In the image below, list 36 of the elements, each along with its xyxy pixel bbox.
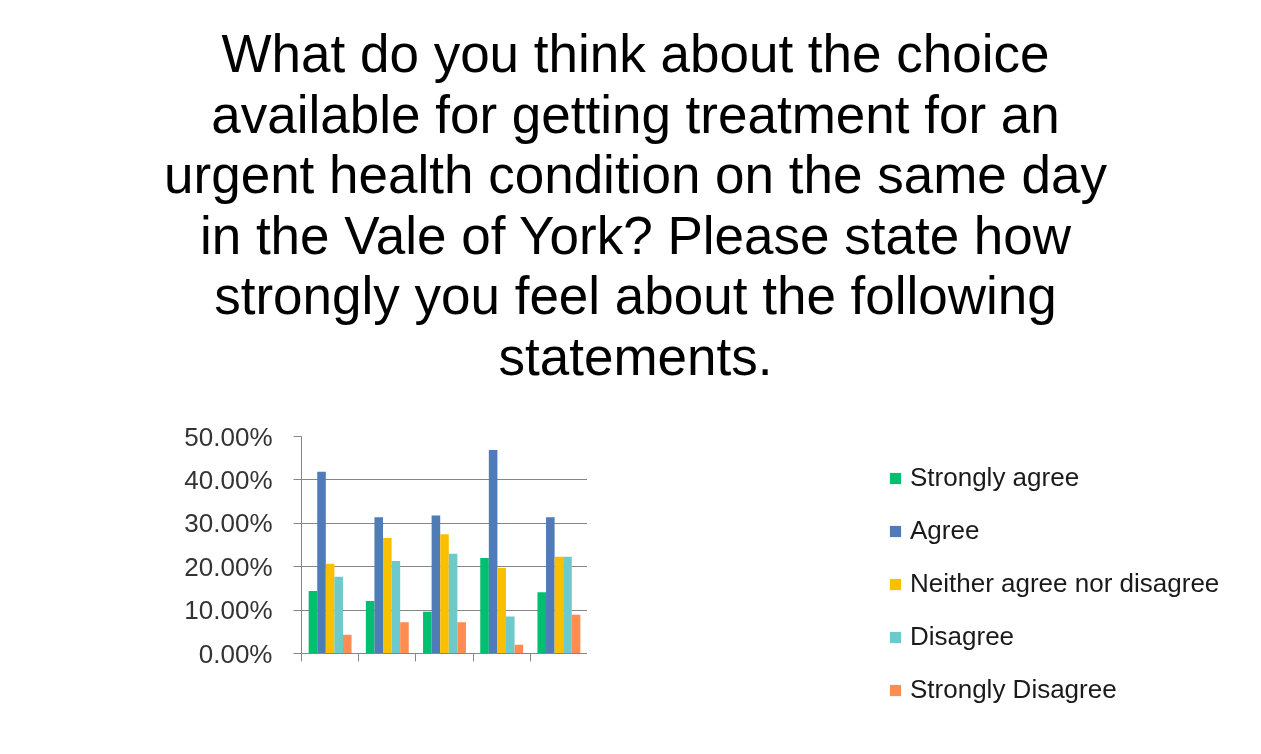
y-tick-label: 30.00% <box>184 508 273 539</box>
bar <box>546 517 555 654</box>
bar <box>480 558 489 654</box>
y-tick-label: 0.00% <box>198 638 273 669</box>
bar <box>400 622 409 654</box>
y-tick-label: 10.00% <box>184 595 273 626</box>
bar <box>431 515 441 654</box>
bar <box>448 553 458 654</box>
bar <box>571 614 581 654</box>
bar <box>391 561 401 654</box>
bar <box>505 616 515 654</box>
bar <box>497 568 506 654</box>
bar <box>440 534 449 654</box>
bar <box>334 576 343 654</box>
bar <box>374 517 384 654</box>
bar <box>537 592 547 654</box>
y-tick-label: 20.00% <box>184 551 273 582</box>
legend-label: Neither agree nor disagree <box>910 568 1220 599</box>
legend-label: Strongly agree <box>910 462 1080 493</box>
bar <box>383 538 392 654</box>
bar <box>563 556 572 654</box>
y-tick-label: 40.00% <box>184 464 273 495</box>
y-tick-label: 50.00% <box>184 421 273 452</box>
bar <box>554 556 564 654</box>
bar <box>325 563 335 654</box>
legend-label: Disagree <box>910 621 1015 652</box>
bar <box>423 611 432 654</box>
legend-label: Agree <box>910 515 980 546</box>
bar <box>457 622 466 654</box>
bar <box>317 471 326 654</box>
bar <box>365 600 375 654</box>
bar <box>342 634 352 654</box>
chart-title: What do you think about the choice available for getting treatment for an urgent health condition on the same day in the Vale of York? Please state how strongly you feel about the following statements. <box>164 24 1107 387</box>
legend-label: Strongly Disagree <box>910 674 1117 705</box>
bar <box>488 449 498 654</box>
bar <box>308 591 318 654</box>
